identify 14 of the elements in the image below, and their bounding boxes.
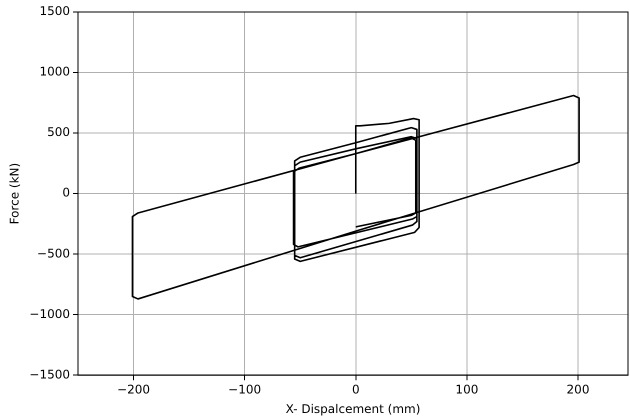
y-tick-label: −500: [37, 246, 70, 260]
y-tick-label: 1000: [39, 64, 70, 79]
y-tick-label: −1000: [29, 306, 70, 321]
x-tick-label: 0: [352, 382, 360, 397]
x-tick-label: −100: [228, 382, 262, 397]
y-tick-label: −1500: [29, 367, 70, 382]
y-tick-label: 1500: [39, 4, 70, 18]
x-tick-label: −200: [117, 382, 150, 397]
x-tick-label: 100: [455, 382, 478, 397]
y-tick-label: 0: [62, 186, 70, 200]
x-tick-label: 200: [566, 382, 590, 397]
y-axis-title: Force (kN): [7, 162, 22, 224]
x-axis-title: X- Dispalcement (mm): [286, 402, 420, 416]
y-tick-label: 500: [47, 125, 70, 140]
